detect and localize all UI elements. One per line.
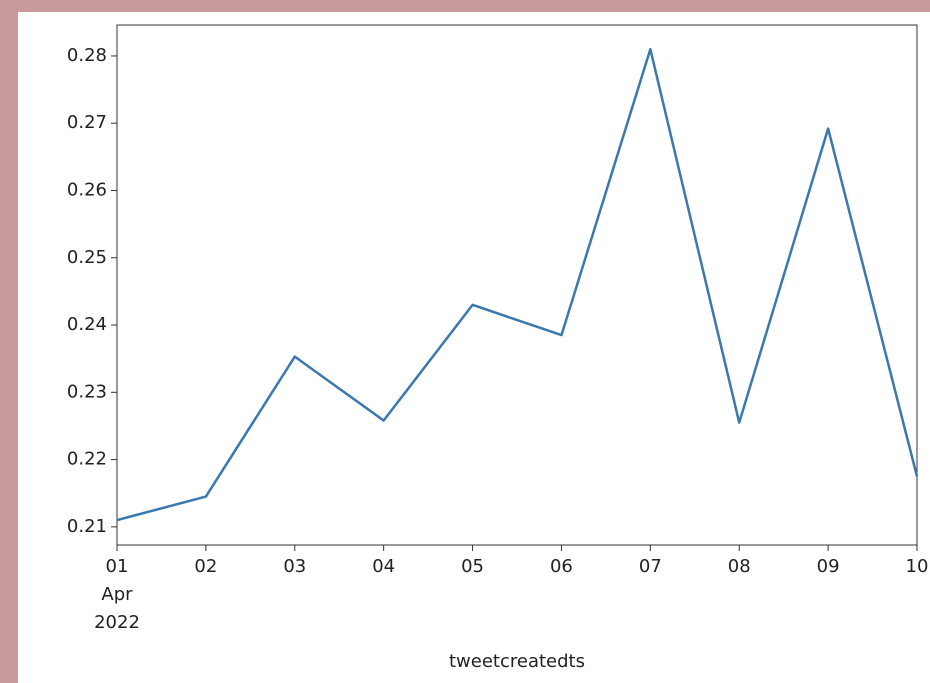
series-line xyxy=(116,47,919,522)
y-tick-label: 0.23 xyxy=(67,381,107,402)
y-tick-label: 0.21 xyxy=(67,516,107,537)
y-tick-label: 0.22 xyxy=(67,449,107,470)
x-tick-label: 02 xyxy=(194,556,217,577)
panel xyxy=(18,12,930,683)
y-tick-label: 0.26 xyxy=(67,179,107,200)
x-tick-label: Apr xyxy=(101,584,133,605)
x-tick-label: 04 xyxy=(372,556,395,577)
x-tick-label: 10 xyxy=(906,556,929,577)
x-tick-label: 03 xyxy=(283,556,306,577)
y-tick-label: 0.27 xyxy=(67,112,107,133)
y-tick-label: 0.28 xyxy=(67,45,107,66)
x-tick-label: 07 xyxy=(639,556,662,577)
x-tick-label: 05 xyxy=(461,556,484,577)
x-tick-label: 2022 xyxy=(94,612,140,633)
x-tick-label: 09 xyxy=(817,556,840,577)
x-tick-label: 01 xyxy=(106,556,129,577)
x-tick-label: 06 xyxy=(550,556,573,577)
y-tick-label: 0.24 xyxy=(67,314,107,335)
plot-frame xyxy=(116,24,918,546)
x-axis-label: tweetcreatedts xyxy=(449,651,585,672)
x-tick-label: 08 xyxy=(728,556,751,577)
y-tick-label: 0.25 xyxy=(67,247,107,268)
